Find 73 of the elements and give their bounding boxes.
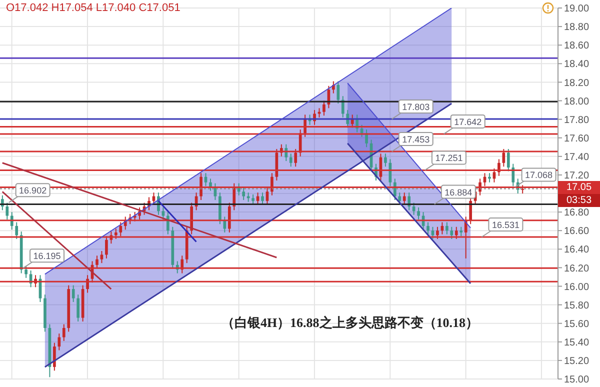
y-tick-label: 15.20 (564, 356, 590, 367)
candlestick (426, 222, 430, 235)
candlestick (58, 333, 61, 351)
y-tick-label: 15.00 (564, 374, 590, 386)
annotation: 17.251 (435, 153, 463, 164)
candlestick (506, 148, 510, 172)
candlestick (261, 192, 264, 206)
text: 03:53 (558, 194, 600, 207)
annotation: O17.042 H17.054 L17.040 C17.051 (6, 2, 180, 14)
candlestick (384, 153, 387, 168)
candlestick (450, 226, 454, 240)
y-tick-label: 19.00 (564, 4, 590, 15)
candlestick (294, 148, 298, 168)
y-tick-label: 16.80 (564, 208, 590, 219)
candlestick (162, 206, 165, 220)
y-tick-label: 15.40 (564, 337, 590, 348)
candlestick (460, 226, 463, 237)
candlestick (365, 129, 368, 148)
annotation: 17.803 (402, 102, 430, 112)
candlestick (252, 194, 254, 206)
annotation: 16.902 (19, 186, 47, 196)
y-tick-label: 15.60 (564, 318, 590, 330)
y-tick-label: 16.40 (564, 244, 590, 256)
candlestick (454, 226, 458, 240)
y-tick-label: 18.80 (564, 22, 590, 34)
annotation: 16.195 (33, 251, 61, 262)
annotation: 17.068 (525, 170, 553, 180)
candlestick (76, 294, 80, 322)
y-tick-label: 18.20 (564, 78, 590, 89)
candlestick (446, 222, 448, 235)
candlestick (100, 250, 104, 264)
annotation: 16.531 (492, 220, 520, 230)
candlestick (119, 222, 122, 237)
candlestick (502, 148, 506, 168)
candlestick (53, 342, 56, 372)
candlestick (266, 187, 269, 206)
candlestick (72, 284, 75, 303)
y-tick-label: 17.80 (564, 114, 590, 126)
y-tick-label: 18.40 (564, 59, 590, 70)
y-tick-label: 18.60 (564, 40, 590, 52)
y-tick-label: 15.80 (564, 300, 590, 312)
candlestick (114, 228, 118, 240)
text: （白银4H）16.88之上多头思路不变（10.18） (220, 314, 480, 332)
annotation: 16.884 (444, 187, 472, 198)
candlestick (242, 187, 246, 200)
candlestick (284, 144, 288, 162)
annotation: 17.642 (454, 116, 482, 127)
candlestick (209, 178, 212, 192)
candlestick (105, 236, 108, 259)
candlestick (512, 163, 515, 187)
y-tick-label: 17.60 (564, 133, 590, 144)
y-tick-label: 16.60 (564, 226, 590, 238)
y-tick-label: 18.00 (564, 96, 590, 108)
candlestick (402, 192, 406, 206)
candlestick (341, 96, 344, 118)
candlestick (15, 222, 18, 240)
candlestick (436, 226, 439, 240)
candlestick (228, 202, 231, 233)
y-tick-label: 17.40 (564, 152, 590, 163)
candlestick (200, 172, 202, 200)
candlestick (322, 100, 326, 116)
y-tick-label: 16.20 (564, 263, 590, 274)
candlestick (6, 202, 9, 220)
candlestick (24, 265, 28, 278)
y-tick-label: 16.00 (564, 282, 590, 293)
candlestick (62, 324, 66, 342)
candlestick (289, 153, 292, 168)
annotation: 17.453 (402, 134, 430, 144)
candlestick (417, 206, 420, 220)
candlestick (96, 255, 98, 270)
annotation: 17.05 (558, 180, 600, 194)
y-tick-label: 17.20 (564, 170, 590, 182)
candlestick (336, 80, 340, 104)
